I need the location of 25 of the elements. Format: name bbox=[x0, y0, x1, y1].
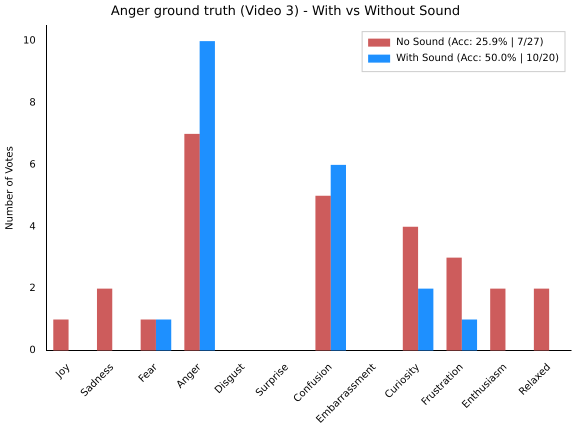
bar bbox=[534, 288, 550, 350]
legend-label: No Sound (Acc: 25.9% | 7/27) bbox=[396, 37, 544, 48]
x-tick-label: Joy bbox=[53, 362, 73, 381]
bar bbox=[490, 288, 506, 350]
y-tick-label: 6 bbox=[29, 159, 36, 170]
bar bbox=[156, 320, 172, 350]
bar bbox=[200, 41, 215, 350]
bar bbox=[418, 288, 434, 350]
bar bbox=[53, 320, 69, 350]
bar bbox=[140, 320, 156, 350]
bar bbox=[330, 164, 346, 350]
bar bbox=[402, 226, 418, 350]
y-tick-label: 8 bbox=[29, 98, 36, 109]
chart-title: Anger ground truth (Video 3) - With vs Without Sound bbox=[110, 4, 460, 20]
y-tick-label: 4 bbox=[29, 221, 36, 232]
bar bbox=[96, 288, 112, 350]
y-tick-label: 10 bbox=[22, 36, 36, 47]
y-tick-label: 2 bbox=[29, 283, 36, 294]
bar bbox=[184, 134, 200, 350]
y-tick-label: 0 bbox=[29, 345, 36, 356]
bar bbox=[315, 196, 331, 350]
bar bbox=[446, 258, 462, 350]
y-axis-title: Number of Votes bbox=[4, 146, 16, 230]
legend-label: With Sound (Acc: 50.0% | 10/20) bbox=[396, 53, 560, 64]
bar bbox=[462, 320, 478, 350]
